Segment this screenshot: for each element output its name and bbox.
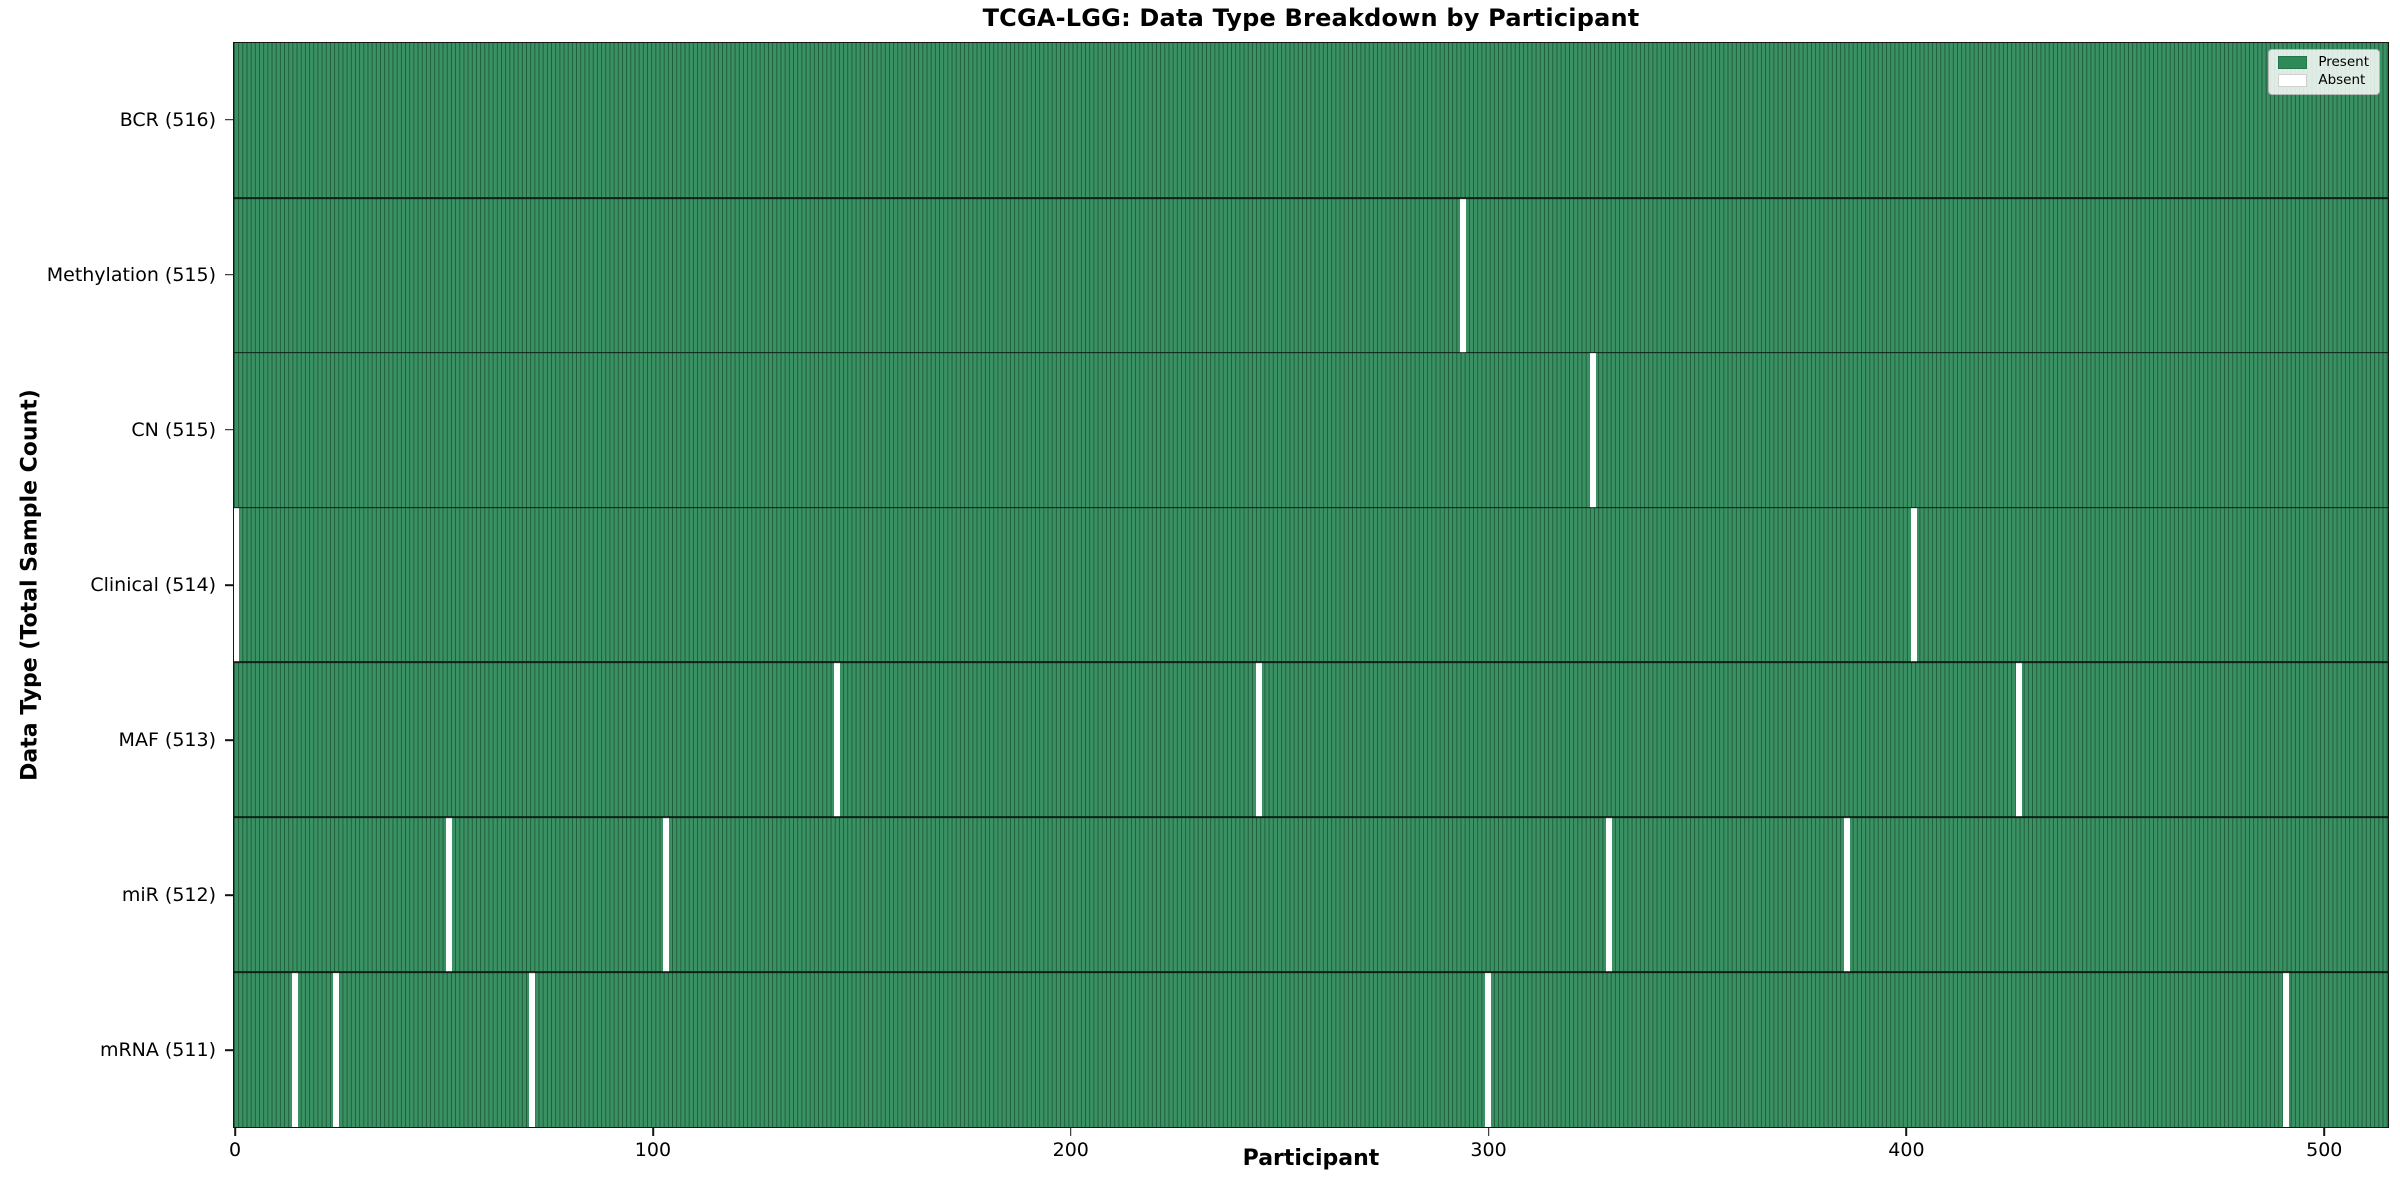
y-tick-label-BCR: BCR (516) [119,108,216,131]
absent-marker [2015,662,2022,818]
x-axis: 0 100 200 300 400 500 [229,1128,2389,1172]
heatmap-row-Methylation [234,197,2388,353]
absent-marker [1460,197,1467,353]
x-tick-label: 0 [229,1139,242,1161]
y-tick-mark [225,118,233,121]
heatmap-row-CN [234,352,2388,508]
x-axis-label: Participant [1242,1146,1380,1171]
absent-marker [1911,507,1918,663]
y-tick-label-MAF: MAF (513) [118,729,216,752]
present-swatch-icon [2278,56,2308,70]
heatmap-row-MAF [234,662,2388,818]
x-tick-label: 300 [1470,1139,1507,1161]
row-divider-line [234,506,2388,509]
row-divider-line [234,971,2388,973]
absent-marker [291,972,298,1127]
y-tick-mark [225,273,233,276]
absent-marker [1844,817,1851,973]
y-tick-mark [225,429,233,431]
x-tick-mark [2323,1128,2326,1136]
y-axis-label: Data Type (Total Sample Count) [17,389,43,781]
plot-area: Present Absent [233,42,2389,1128]
y-tick-mark [225,584,233,586]
y-tick-label-Clinical: Clinical (514) [90,574,216,596]
x-tick-mark [1905,1128,1908,1136]
absent-marker [1606,817,1613,973]
x-tick-label: 500 [2306,1139,2343,1161]
x-tick-mark [234,1128,236,1136]
y-axis: BCR (516) Methylation (515) CN (515) Clinic… [0,42,233,1128]
absent-marker [2282,972,2289,1127]
absent-marker [1589,352,1596,508]
y-tick-mark [225,1049,233,1052]
legend-label: Absent [2318,71,2366,88]
y-tick-label-miR: miR (512) [121,884,216,907]
heatmap-row-Clinical [234,507,2388,663]
heatmap-row-miR [234,817,2388,973]
x-tick-label: 200 [1052,1139,1089,1161]
x-tick-label: 100 [634,1139,672,1161]
absent-marker [445,817,452,973]
absent-marker [234,507,240,663]
x-tick-mark [1069,1128,1072,1136]
legend-label: Present [2318,54,2369,70]
row-divider-line [234,351,2388,354]
y-tick-label-CN: CN (515) [131,418,216,441]
y-tick-mark [225,894,233,897]
x-tick-label: 400 [1888,1139,1925,1161]
heatmap-row-mRNA [234,972,2388,1127]
absent-marker [1485,972,1492,1127]
chart-title: TCGA-LGG: Data Type Breakdown by Partici… [982,4,1640,32]
absent-marker [529,972,536,1127]
heatmap-row-BCR [234,43,2388,198]
y-tick-label-Methylation: Methylation (515) [46,263,216,286]
y-tick-label-mRNA: mRNA (511) [99,1039,216,1062]
row-divider-line [234,661,2388,664]
x-tick-mark [652,1128,654,1136]
absent-marker [663,817,670,973]
absent-swatch-icon [2278,73,2308,87]
legend-entry-present: Present [2278,54,2369,70]
y-tick-mark [225,739,233,741]
row-divider-line [234,816,2388,819]
legend: Present Absent [2268,49,2380,95]
absent-marker [333,972,340,1127]
absent-marker [1255,662,1262,818]
x-tick-mark [1487,1128,1490,1136]
legend-entry-absent: Absent [2278,71,2369,88]
absent-marker [834,662,841,818]
row-divider-line [234,197,2388,199]
